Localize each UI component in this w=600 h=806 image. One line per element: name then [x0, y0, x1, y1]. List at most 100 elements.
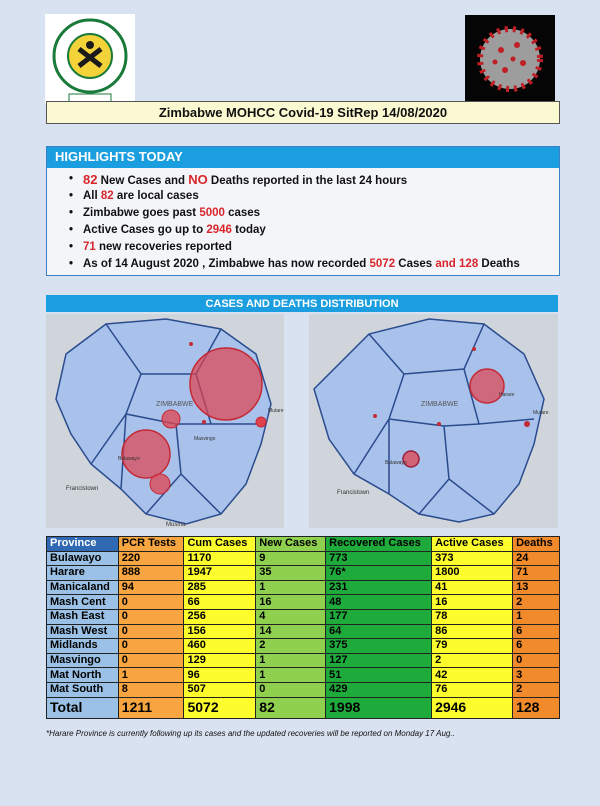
- deaths-map: ZIMBABWE Bulawayo Francistown Mutare Har…: [309, 314, 558, 528]
- column-header: New Cases: [255, 536, 327, 552]
- column-header: PCR Tests: [117, 536, 185, 552]
- highlights-box: HIGHLIGHTS TODAY 82 New Cases and NO Dea…: [46, 146, 560, 276]
- total-cell: 2946: [431, 696, 514, 719]
- table-cell: 16: [255, 594, 327, 610]
- table-cell: Manicaland: [46, 579, 119, 596]
- table-cell: 16: [431, 594, 514, 610]
- table-cell: 1: [255, 667, 327, 683]
- table-cell: 256: [183, 608, 257, 625]
- cases-map: ZIMBABWE Bulawayo Masvingo Francistown M…: [46, 314, 284, 528]
- table-cell: 0: [117, 652, 185, 669]
- table-cell: 8: [117, 681, 185, 698]
- table-cell: Mash West: [46, 623, 119, 640]
- table-row: Masvingo 0 129 1 127 2 0: [46, 652, 560, 669]
- table-cell: Mat South: [46, 681, 119, 698]
- table-cell: 1: [117, 667, 185, 683]
- table-cell: 24: [512, 550, 560, 567]
- total-cell: 1998: [325, 696, 433, 719]
- table-row: Mash West 0 156 14 64 86 6: [46, 623, 560, 640]
- table-cell: 79: [431, 638, 514, 654]
- map2-label-francistown: Francistown: [337, 490, 369, 496]
- map2-label-harare: Harare: [499, 392, 515, 398]
- table-row: Mat South 8 507 0 429 76 2: [46, 681, 560, 698]
- table-total-row: Total 1211 5072 82 1998 2946 128: [46, 696, 560, 719]
- table-cell: 0: [117, 608, 185, 625]
- bubble-bulawayo: [121, 429, 171, 479]
- bubble-mat-south: [149, 473, 171, 495]
- map-label-mutare: Mutare: [268, 408, 284, 414]
- table-cell: 0: [117, 623, 185, 640]
- table-cell: 231: [325, 579, 433, 596]
- table-cell: 1947: [183, 565, 257, 581]
- table-row: Mash East 0 256 4 177 78 1: [46, 608, 560, 625]
- map2-label-zimbabwe: ZIMBABWE: [421, 401, 459, 408]
- table-cell: 285: [183, 579, 257, 596]
- table-cell: 1800: [431, 565, 514, 581]
- table-cell: 64: [325, 623, 433, 640]
- table-cell: 78: [431, 608, 514, 625]
- table-row: Midlands 0 460 2 375 79 6: [46, 638, 560, 654]
- total-cell: 82: [255, 696, 327, 719]
- table-cell: 429: [325, 681, 433, 698]
- table-cell: Mash Cent: [46, 594, 119, 610]
- table-cell: 6: [512, 623, 560, 640]
- report-title: Zimbabwe MOHCC Covid-19 SitRep 14/08/202…: [46, 101, 560, 124]
- table-cell: Midlands: [46, 638, 119, 654]
- highlights-list: 82 New Cases and NO Deaths reported in t…: [47, 168, 559, 273]
- table-cell: 0: [255, 681, 327, 698]
- table-cell: 0: [117, 638, 185, 654]
- bubble-midlands: [161, 409, 181, 429]
- column-header: Cum Cases: [183, 536, 257, 552]
- table-cell: 6: [512, 638, 560, 654]
- table-row: Mat North 1 96 1 51 42 3: [46, 667, 560, 683]
- table-cell: 76*: [325, 565, 433, 581]
- table-cell: 41: [431, 579, 514, 596]
- bubble-bulawayo-deaths: [402, 450, 420, 468]
- table-cell: 129: [183, 652, 257, 669]
- total-cell: 5072: [183, 696, 257, 719]
- bubble-manicaland: [255, 416, 267, 428]
- table-cell: 2: [255, 638, 327, 654]
- highlight-item: Active Cases go up to 2946 today: [69, 222, 559, 239]
- highlight-item: All 82 are local cases: [69, 188, 559, 205]
- table-cell: 1: [255, 579, 327, 596]
- table-cell: 96: [183, 667, 257, 683]
- table-cell: 888: [117, 565, 185, 581]
- table-cell: 48: [325, 594, 433, 610]
- highlight-item: 71 new recoveries reported: [69, 239, 559, 256]
- map2-label-bulawayo: Bulawayo: [385, 460, 407, 466]
- total-cell: Total: [46, 696, 119, 719]
- table-cell: 14: [255, 623, 327, 640]
- table-cell: 76: [431, 681, 514, 698]
- table-row: Harare 888 1947 35 76* 1800 71: [46, 565, 560, 581]
- province-table: Province PCR Tests Cum Cases New Cases Recov…: [46, 536, 560, 719]
- highlight-item: Zimbabwe goes past 5000 cases: [69, 205, 559, 222]
- table-cell: 0: [117, 594, 185, 610]
- table-cell: Bulawayo: [46, 550, 119, 567]
- map-label-masvingo: Masvingo: [194, 436, 216, 442]
- highlight-item: 82 New Cases and NO Deaths reported in t…: [69, 171, 559, 188]
- table-header-row: Province PCR Tests Cum Cases New Cases Recov…: [46, 536, 560, 552]
- table-cell: 460: [183, 638, 257, 654]
- footnote: *Harare Province is currently following …: [46, 729, 455, 738]
- total-cell: 128: [512, 696, 560, 719]
- table-cell: 1: [255, 652, 327, 669]
- table-cell: 373: [431, 550, 514, 567]
- table-cell: 9: [255, 550, 327, 567]
- total-cell: 1211: [117, 696, 185, 719]
- map-label-zimbabwe: ZIMBABWE: [156, 401, 194, 408]
- map-label-musina: Musina: [166, 522, 186, 528]
- table-cell: 51: [325, 667, 433, 683]
- table-cell: 773: [325, 550, 433, 567]
- column-header: Province: [46, 536, 119, 552]
- table-cell: 220: [117, 550, 185, 567]
- table-row: Bulawayo 220 1170 9 773 373 24: [46, 550, 560, 567]
- table-cell: 4: [255, 608, 327, 625]
- table-cell: Harare: [46, 565, 119, 581]
- table-cell: 13: [512, 579, 560, 596]
- table-cell: 0: [512, 652, 560, 669]
- table-cell: 1: [512, 608, 560, 625]
- highlights-heading: HIGHLIGHTS TODAY: [47, 147, 559, 168]
- table-cell: Mat North: [46, 667, 119, 683]
- table-cell: 156: [183, 623, 257, 640]
